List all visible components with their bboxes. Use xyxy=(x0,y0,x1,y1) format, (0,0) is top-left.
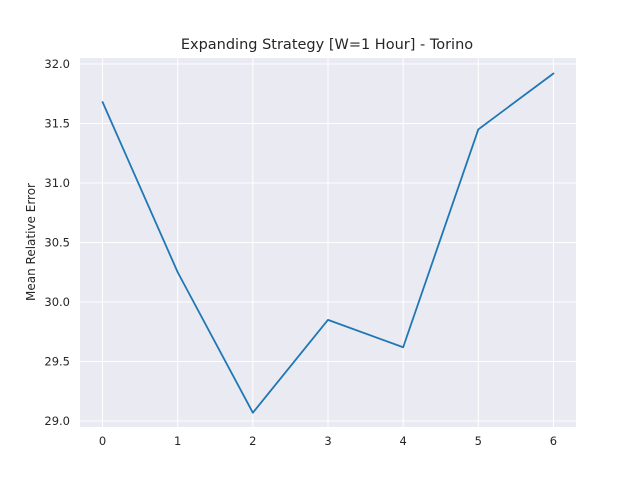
y-tick-labels: 29.0 29.5 30.0 30.5 31.0 31.5 32.0 xyxy=(44,57,70,428)
y-axis-label: Mean Relative Error xyxy=(24,183,38,301)
x-tick-label: 0 xyxy=(99,434,106,448)
y-tick-label: 29.0 xyxy=(44,414,70,428)
y-tick-label: 31.5 xyxy=(44,116,70,130)
x-tick-labels: 0 1 2 3 4 5 6 xyxy=(99,434,557,448)
x-tick-label: 1 xyxy=(174,434,181,448)
y-tick-label: 31.0 xyxy=(44,176,70,190)
series-layer xyxy=(101,72,555,414)
y-tick-label: 30.5 xyxy=(44,236,70,250)
x-tick-label: 4 xyxy=(399,434,406,448)
y-gridlines xyxy=(80,63,576,422)
series-line xyxy=(101,72,555,414)
y-tick-label: 29.5 xyxy=(44,355,70,369)
x-tick-label: 6 xyxy=(550,434,557,448)
x-tick-label: 2 xyxy=(249,434,256,448)
x-tick-label: 5 xyxy=(475,434,482,448)
chart-title: Expanding Strategy [W=1 Hour] - Torino xyxy=(181,37,473,53)
y-tick-label: 30.0 xyxy=(44,295,70,309)
x-tick-label: 3 xyxy=(324,434,331,448)
y-tick-label: 32.0 xyxy=(44,57,70,71)
